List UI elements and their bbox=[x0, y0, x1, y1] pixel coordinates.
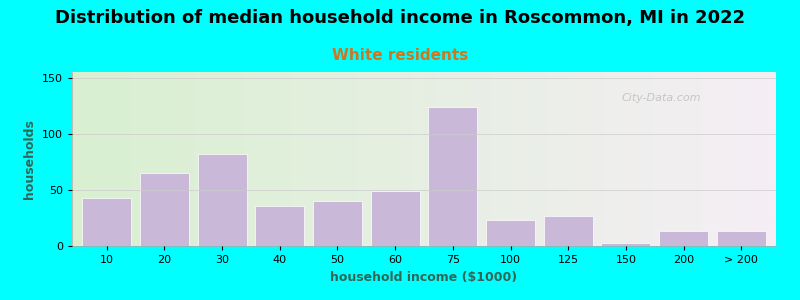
Y-axis label: households: households bbox=[23, 119, 37, 199]
Bar bbox=[602, 243, 650, 246]
Bar bbox=[717, 231, 766, 246]
Bar bbox=[255, 206, 304, 246]
Text: Distribution of median household income in Roscommon, MI in 2022: Distribution of median household income … bbox=[55, 9, 745, 27]
Bar bbox=[486, 220, 535, 246]
Bar bbox=[82, 198, 131, 246]
Bar bbox=[198, 154, 246, 246]
Bar bbox=[659, 231, 708, 246]
Text: White residents: White residents bbox=[332, 48, 468, 63]
X-axis label: household income ($1000): household income ($1000) bbox=[330, 271, 518, 284]
Bar bbox=[370, 191, 420, 246]
Text: City-Data.com: City-Data.com bbox=[621, 93, 701, 103]
Bar bbox=[140, 173, 189, 246]
Bar bbox=[544, 216, 593, 246]
Bar bbox=[313, 201, 362, 246]
Bar bbox=[428, 107, 478, 246]
